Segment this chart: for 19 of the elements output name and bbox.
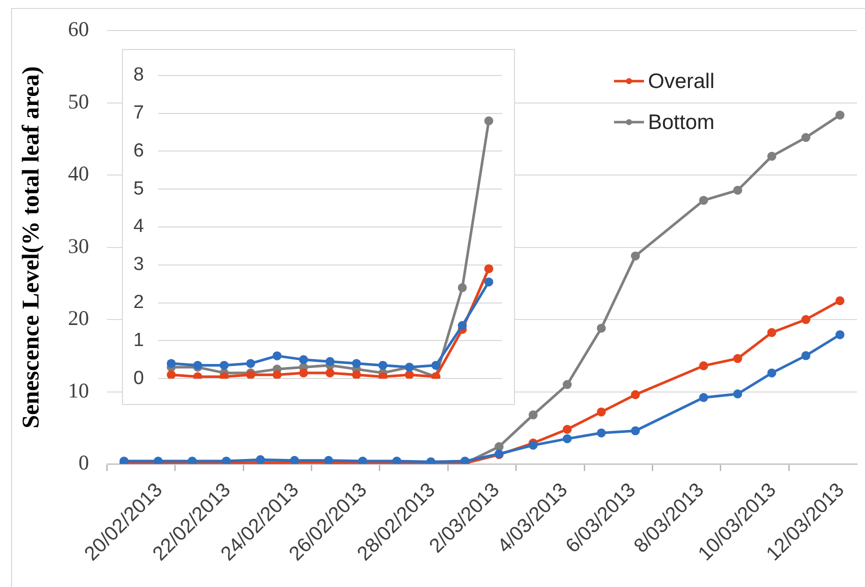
y-tick-label: 7 (133, 102, 144, 124)
y-tick-label: 0 (78, 450, 89, 475)
y-tick-label: 5 (133, 178, 144, 200)
y-tick-label: 2 (133, 292, 144, 314)
legend-label: Bottom (648, 110, 715, 134)
y-tick-label: 1 (133, 330, 144, 351)
y-tick-label: 60 (68, 17, 89, 42)
y-tick-label: 4 (133, 216, 144, 238)
y-tick-label: 20 (68, 306, 89, 330)
legend-label: Overall (648, 70, 715, 93)
y-tick-label: 40 (68, 162, 89, 186)
y-tick-label: 30 (68, 234, 89, 258)
y-tick-label: 6 (133, 140, 144, 162)
y-tick-label: 0 (133, 368, 144, 389)
y-tick-label: 50 (68, 89, 89, 114)
y-tick-label: 10 (68, 378, 89, 402)
y-axis-title: Senescence Level(% total leaf area) (18, 66, 45, 428)
y-tick-label: 3 (133, 254, 144, 276)
y-tick-label: 8 (133, 64, 144, 86)
